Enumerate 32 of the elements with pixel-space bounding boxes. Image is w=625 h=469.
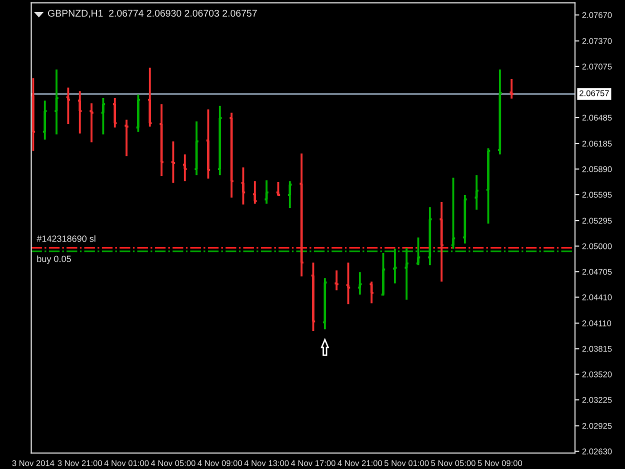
x-tick-label: 5 Nov 01:00: [384, 460, 429, 466]
x-tick-label: 4 Nov 21:00: [338, 460, 382, 466]
ref-line-label: #142318690 sl: [36, 235, 96, 242]
y-tick-label: 2.05295: [582, 218, 612, 224]
x-tick-label: 5 Nov 09:00: [478, 460, 522, 466]
x-tick-label: 4 Nov 17:00: [290, 460, 336, 466]
y-tick-label: 2.05890: [582, 166, 612, 172]
y-tick-label: 2.04410: [582, 294, 612, 300]
y-tick-label: 2.07670: [582, 12, 612, 18]
x-tick-label: 4 Nov 09:00: [198, 460, 242, 466]
ref-line-label: buy 0.05: [37, 255, 71, 264]
y-tick-label: 2.05000: [582, 243, 612, 250]
y-tick-label: 2.03225: [582, 397, 612, 403]
y-tick-label: 2.04705: [582, 268, 612, 275]
y-tick-label: 2.04110: [582, 320, 612, 326]
x-tick-label: 4 Nov 01:00: [104, 460, 149, 466]
y-tick-label: 2.07075: [582, 64, 612, 70]
y-tick-label: 2.07370: [582, 38, 612, 44]
x-tick-label: 4 Nov 13:00: [244, 460, 289, 466]
y-tick-label: 2.05595: [582, 192, 612, 198]
y-tick-label: 2.02925: [582, 422, 612, 429]
y-tick-label: 2.06185: [582, 140, 612, 147]
y-tick-label: 2.06485: [582, 114, 612, 121]
x-tick-label: 4 Nov 05:00: [150, 460, 196, 466]
y-tick-label: 2.03815: [582, 346, 612, 352]
text: GBPNZD,H1 2.06774 2.06930 2.06703 2.06757: [48, 10, 257, 18]
x-tick-label: 5 Nov 05:00: [431, 460, 476, 466]
y-tick-label: 2.02630: [582, 448, 612, 454]
ref-line-label: 2.06757: [580, 90, 609, 96]
x-tick-label: 3 Nov 21:00: [58, 460, 102, 466]
y-tick-label: 2.03520: [582, 371, 612, 378]
x-tick-label: 3 Nov 2014: [12, 460, 54, 466]
